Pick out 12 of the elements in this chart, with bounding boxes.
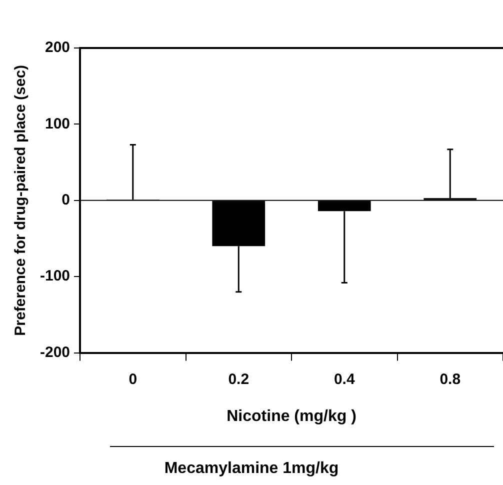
y-tick-label: 100 bbox=[44, 115, 70, 132]
y-tick-label: 200 bbox=[44, 39, 70, 56]
text: Mecamylamine 1mg/kg bbox=[163, 460, 340, 478]
y-tick-label: -200 bbox=[40, 344, 70, 361]
x-tick-label: 0 bbox=[128, 370, 138, 388]
x-tick-label: 0.4 bbox=[334, 370, 356, 388]
y-axis-title: Preference for drug-paired place (sec) bbox=[12, 64, 30, 336]
x-tick-label: 0.2 bbox=[228, 370, 250, 388]
x-tick-label: 0.8 bbox=[440, 370, 461, 388]
x-axis-title: Nicotine (mg/kg ) bbox=[226, 408, 356, 425]
y-tick-label: 0 bbox=[62, 192, 70, 209]
y-tick-label: -100 bbox=[40, 268, 70, 285]
